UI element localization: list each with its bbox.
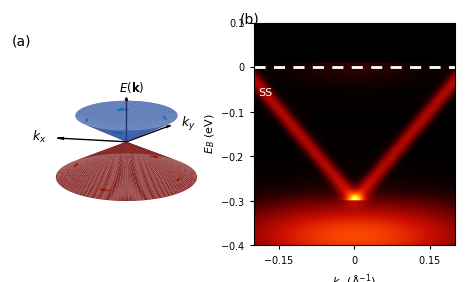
Text: SS: SS: [259, 88, 273, 98]
X-axis label: $k_y$ ($\rm\AA^{-1}$): $k_y$ ($\rm\AA^{-1}$): [332, 272, 376, 282]
Text: (a): (a): [12, 34, 31, 48]
Y-axis label: $E_B$ (eV): $E_B$ (eV): [203, 114, 217, 154]
Text: (b): (b): [239, 13, 259, 27]
